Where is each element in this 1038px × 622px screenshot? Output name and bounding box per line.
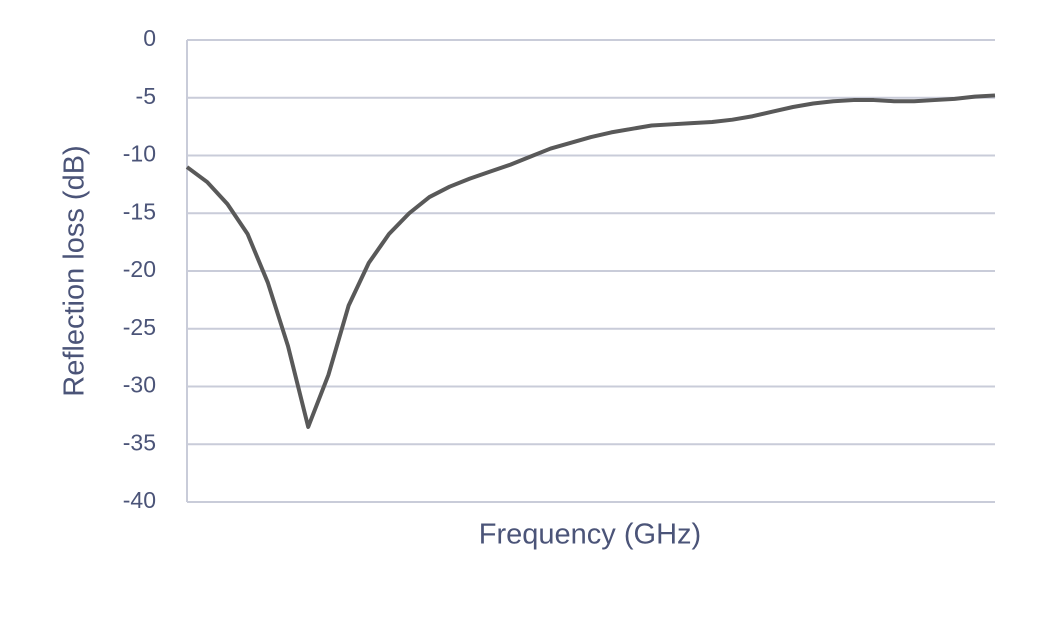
x-axis-title: Frequency (GHz) — [479, 519, 701, 551]
y-tick-label: -25 — [123, 314, 156, 340]
line-series — [185, 93, 996, 429]
y-axis-title: Reflection loss (dB) — [59, 145, 91, 396]
y-tick-label: -40 — [123, 487, 156, 513]
y-tick-label: -15 — [123, 198, 156, 224]
y-tick-label: -10 — [123, 141, 156, 167]
y-tick-label: -20 — [123, 256, 156, 282]
y-tick-label: 0 — [143, 25, 156, 51]
y-tick-label: -35 — [123, 429, 156, 455]
y-tick-label: -5 — [136, 83, 156, 109]
y-tick-label: -30 — [123, 372, 156, 398]
